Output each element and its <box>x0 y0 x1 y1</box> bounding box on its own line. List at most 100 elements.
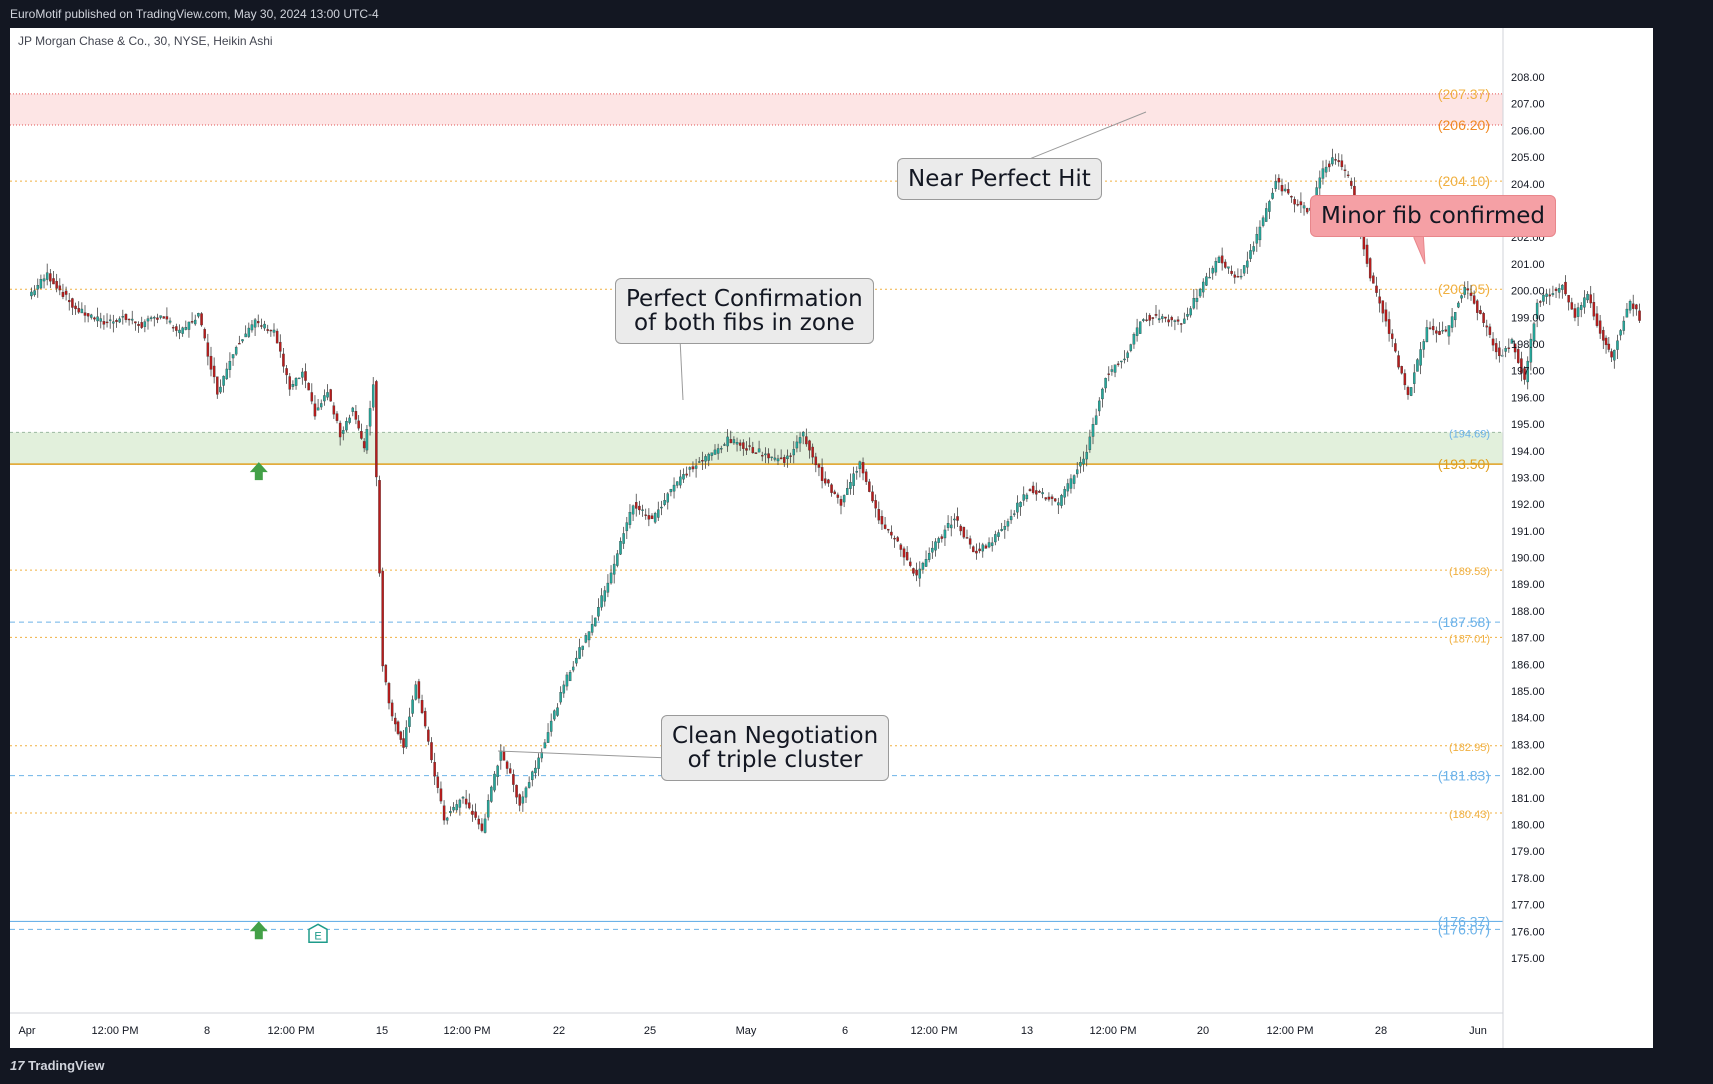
candle-body <box>682 474 685 480</box>
candle-body <box>310 392 314 402</box>
candle-body <box>534 767 537 774</box>
candle-body <box>1328 163 1331 168</box>
candle-body <box>375 381 378 478</box>
candle-body <box>915 569 918 576</box>
candle-body <box>1252 246 1255 252</box>
callout-line: of both fibs in zone <box>634 310 855 336</box>
time-tick-label: 22 <box>553 1025 565 1037</box>
candle-body <box>1337 160 1340 163</box>
candle-body <box>390 702 394 717</box>
candle-body <box>1104 377 1107 389</box>
candle-body <box>468 802 471 809</box>
candle-body <box>1517 349 1520 363</box>
candle-body <box>1532 323 1536 342</box>
candle-body <box>442 805 446 821</box>
candle-body <box>496 765 499 778</box>
price-chart[interactable]: (207.37)(206.20)(204.10)(200.05)(194.69)… <box>10 28 1653 1048</box>
price-tick-label: 178.00 <box>1511 873 1545 885</box>
candle-body <box>650 515 654 520</box>
tradingview-brand: TradingView <box>28 1058 105 1073</box>
time-tick-label: 12:00 PM <box>443 1025 490 1037</box>
candle-body <box>858 461 862 469</box>
time-tick-label: 25 <box>644 1025 656 1037</box>
candle-body <box>505 761 509 769</box>
candle-body <box>786 455 789 460</box>
candle-body <box>1050 496 1054 499</box>
candle-body <box>1069 478 1073 489</box>
candle-body <box>319 403 323 408</box>
callout-line: Clean Negotiation <box>672 723 879 749</box>
candle-body <box>679 476 682 486</box>
candle-body <box>836 494 840 498</box>
candle-body <box>619 541 622 555</box>
candle-body <box>247 327 251 337</box>
candle-body <box>1057 502 1060 506</box>
candle-body <box>767 453 770 459</box>
candle-body <box>445 817 449 821</box>
candle-body <box>439 788 443 802</box>
arrow-up-icon[interactable] <box>249 462 268 481</box>
candle-body <box>1454 312 1457 321</box>
tradingview-logo[interactable]: 17 TradingView <box>10 1058 104 1073</box>
candle-body <box>975 550 978 554</box>
candle-body <box>1293 199 1296 205</box>
candle-body <box>893 537 896 540</box>
candle-body <box>817 464 821 468</box>
candle-body <box>464 798 468 805</box>
candle-body <box>1428 327 1432 329</box>
candle-body <box>200 313 203 326</box>
candle-body <box>1176 319 1180 322</box>
candle-body <box>990 542 994 546</box>
candle-body <box>477 818 480 825</box>
candle-body <box>1003 526 1007 530</box>
candle-body <box>1085 451 1088 460</box>
candle-body <box>1488 326 1492 335</box>
candle-body <box>1154 314 1158 316</box>
fib-level-label: (194.69) <box>1449 428 1490 440</box>
candle-body <box>861 462 865 474</box>
candle-body <box>1242 265 1246 274</box>
candle-body <box>394 717 397 725</box>
candle-body <box>1592 301 1596 317</box>
candle-body <box>1628 301 1632 311</box>
candle-body <box>761 455 764 457</box>
candle-body <box>1211 267 1214 274</box>
candle-body <box>1400 366 1403 374</box>
price-tick-label: 194.00 <box>1511 446 1545 458</box>
candle-body <box>165 316 169 320</box>
candle-body <box>1589 294 1592 304</box>
candle-body <box>378 480 381 574</box>
earnings-icon[interactable] <box>308 923 328 944</box>
candle-body <box>568 671 572 682</box>
price-tick-label: 193.00 <box>1511 472 1545 484</box>
candle-body <box>420 700 424 714</box>
candle-body <box>1472 295 1476 304</box>
candle-body <box>1378 296 1381 304</box>
candle-body <box>1580 305 1583 310</box>
chart-area[interactable]: (207.37)(206.20)(204.10)(200.05)(194.69)… <box>10 28 1653 1048</box>
candle-body <box>1504 348 1507 352</box>
callout-minor-fib-confirmed: Minor fib confirmed <box>1310 195 1557 237</box>
candle-body <box>266 329 269 331</box>
candle-body <box>735 442 739 445</box>
candle-body <box>1324 166 1328 173</box>
candle-body <box>1631 303 1635 309</box>
candle-body <box>411 699 414 714</box>
candle-body <box>146 318 150 322</box>
candle-body <box>575 657 578 664</box>
fib-level-label: (206.20) <box>1438 117 1490 133</box>
candle-body <box>80 308 84 314</box>
candle-body <box>408 716 411 727</box>
candle-body <box>1365 244 1369 264</box>
candle-body <box>540 752 544 759</box>
candle-body <box>178 329 181 334</box>
time-tick-label: Apr <box>18 1025 35 1037</box>
candle-body <box>1539 301 1542 303</box>
candle-body <box>384 664 388 683</box>
arrow-up-icon[interactable] <box>249 921 268 940</box>
candle-body <box>193 319 197 325</box>
candle-body <box>1554 288 1558 291</box>
candle-body <box>1616 340 1619 350</box>
candle-body <box>868 481 871 492</box>
candle-body <box>1431 326 1435 331</box>
